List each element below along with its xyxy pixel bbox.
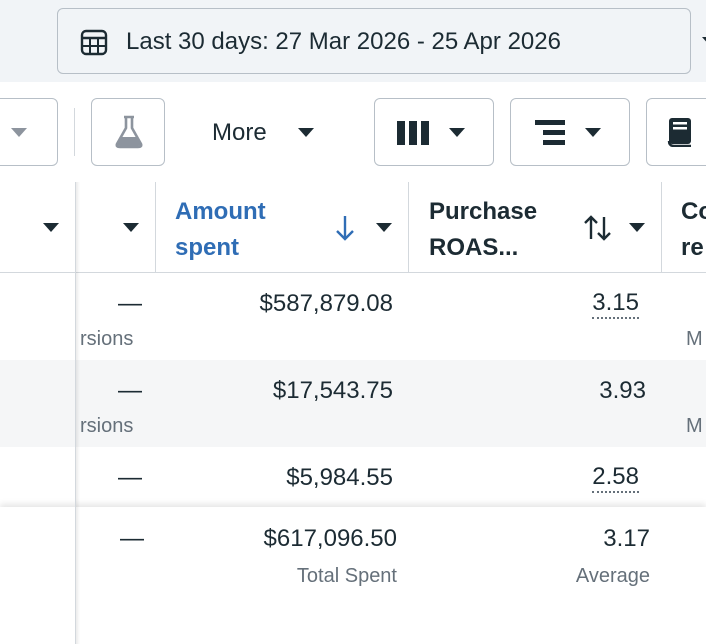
row-dash: — <box>118 464 142 491</box>
header-purchase-roas-line2: ROAS... <box>429 234 519 261</box>
frozen-column-border <box>75 182 76 644</box>
header-cell-cut-2[interactable] <box>76 182 155 272</box>
row-sub-label: rsions <box>80 328 134 350</box>
chevron-down-icon <box>629 223 645 232</box>
columns-button[interactable] <box>374 98 494 166</box>
header-purchase-roas[interactable]: Purchase ROAS... <box>409 182 661 272</box>
calendar-icon <box>80 29 108 56</box>
row-cut-value: M <box>686 328 703 350</box>
more-label: More <box>212 119 267 146</box>
sort-both-icon[interactable] <box>583 214 613 242</box>
breakdown-icon <box>535 120 565 145</box>
breakdown-button[interactable] <box>510 98 630 166</box>
column-divider <box>661 182 662 272</box>
filter-dropdown-button[interactable] <box>0 98 58 166</box>
header-amount-spent[interactable]: Amount spent <box>156 182 408 272</box>
experiment-button[interactable] <box>91 98 165 166</box>
header-cut-column[interactable]: Co re <box>662 182 706 272</box>
totals-amount-spent: $617,096.50 <box>263 525 397 552</box>
totals-purchase-roas: 3.17 <box>603 525 650 552</box>
chevron-down-icon <box>702 36 706 46</box>
row-purchase-roas[interactable]: 3.15 <box>592 289 639 319</box>
frozen-column-shadow <box>76 182 80 644</box>
row-purchase-roas[interactable]: 2.58 <box>592 463 639 493</box>
data-table: Amount spent Purchase ROAS... Co re <box>0 182 706 644</box>
chevron-down-icon <box>298 128 314 137</box>
row-cut-value: M <box>686 415 703 437</box>
table-row[interactable]: — rsions $17,543.75 3.93 M <box>0 360 706 447</box>
column-divider <box>408 182 409 272</box>
chevron-down-icon <box>43 223 59 232</box>
totals-row: — $617,096.50 Total Spent 3.17 Average <box>0 507 706 644</box>
header-amount-spent-line1: Amount <box>175 198 266 225</box>
chevron-down-icon <box>123 223 139 232</box>
header-amount-spent-line2: spent <box>175 234 240 261</box>
header-cut-line2: re <box>681 234 704 261</box>
header-purchase-roas-line1: Purchase <box>429 198 538 225</box>
date-range-picker[interactable]: Last 30 days: 27 Mar 2026 - 25 Apr 2026 <box>57 8 706 74</box>
more-button[interactable]: More <box>200 98 330 166</box>
table-row[interactable]: — rsions $587,879.08 3.15 M <box>0 273 706 360</box>
flask-icon <box>115 115 143 149</box>
table-row[interactable]: — $5,984.55 2.58 <box>0 447 706 507</box>
row-sub-label: rsions <box>80 415 134 437</box>
row-dash: — <box>118 377 142 404</box>
header-cell-cut[interactable] <box>0 182 75 272</box>
header-cut-line1: Co <box>681 198 706 225</box>
row-amount-spent: $5,984.55 <box>286 464 393 491</box>
reports-button[interactable] <box>646 98 706 166</box>
row-amount-spent: $17,543.75 <box>272 377 393 404</box>
row-dash: — <box>118 290 142 317</box>
columns-icon <box>397 121 429 145</box>
report-book-icon <box>667 118 691 147</box>
date-range-label: Last 30 days: 27 Mar 2026 - 25 Apr 2026 <box>126 28 561 55</box>
totals-roas-label: Average <box>575 565 650 587</box>
chevron-down-icon <box>11 128 27 137</box>
header-bottom-border <box>0 272 706 273</box>
column-divider <box>155 182 156 272</box>
totals-dash: — <box>120 525 144 552</box>
row-amount-spent: $587,879.08 <box>259 290 393 317</box>
chevron-down-icon <box>585 128 601 137</box>
chevron-down-icon <box>376 223 392 232</box>
top-bar: Last 30 days: 27 Mar 2026 - 25 Apr 2026 <box>0 0 706 82</box>
table-toolbar: More <box>0 82 706 182</box>
toolbar-divider <box>74 108 75 156</box>
chevron-down-icon <box>449 128 465 137</box>
row-purchase-roas: 3.93 <box>599 377 646 404</box>
sort-descending-icon[interactable] <box>334 214 356 242</box>
totals-amount-label: Total Spent <box>296 565 397 587</box>
table-header-row: Amount spent Purchase ROAS... Co re <box>0 182 706 272</box>
